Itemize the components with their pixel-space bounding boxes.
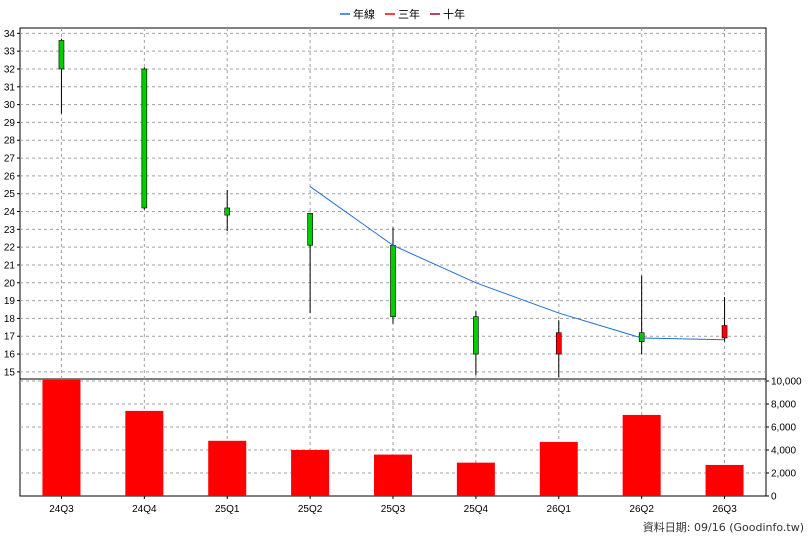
legend: 年線 三年 十年: [340, 7, 465, 21]
volume-tick-label: 4,000: [771, 446, 796, 457]
volume-tick-label: 0: [771, 492, 777, 503]
volume-tick-label: 8,000: [771, 400, 796, 411]
volume-bar: [622, 414, 661, 496]
price-tick-label: 17: [4, 332, 16, 343]
candle-body: [473, 316, 479, 355]
price-axis: 15 16 17 18 19 20 21 22 23 24 25 26 27 28 29 30 31 32 33 34: [4, 29, 20, 378]
price-tick-label: 30: [4, 100, 16, 111]
price-tick-label: 31: [4, 82, 16, 93]
x-tick-label: 25Q2: [298, 504, 323, 515]
price-tick-label: 15: [4, 367, 16, 378]
volume-tick-label: 6,000: [771, 423, 796, 434]
candle-body: [390, 245, 396, 317]
volume-bar: [539, 441, 578, 496]
price-tick-label: 16: [4, 350, 16, 361]
candle-body: [555, 332, 562, 355]
price-tick-label: 25: [4, 189, 16, 200]
volume-bar: [125, 410, 164, 496]
x-tick-label: 25Q4: [464, 504, 489, 515]
x-tick-label: 26Q3: [712, 504, 737, 515]
x-tick-label: 24Q3: [49, 504, 74, 515]
price-tick-label: 28: [4, 136, 16, 147]
price-tick-label: 18: [4, 314, 16, 325]
price-tick-label: 23: [4, 225, 16, 236]
x-tick-label: 26Q1: [547, 504, 572, 515]
candle-body: [224, 207, 231, 216]
price-tick-label: 26: [4, 171, 16, 182]
price-tick-label: 20: [4, 278, 16, 289]
volume-tick-label: 10,000: [771, 377, 802, 388]
candlesticks: [58, 38, 728, 378]
candle-body: [307, 212, 313, 246]
price-tick-label: 32: [4, 64, 16, 75]
volume-bars: [42, 379, 744, 496]
data-date-credit: 資料日期: 09/16 (Goodinfo.tw): [643, 520, 804, 534]
price-tick-label: 33: [4, 47, 16, 58]
volume-bar: [291, 450, 330, 496]
legend-label: 年線: [353, 7, 375, 21]
price-tick-label: 27: [4, 154, 16, 165]
x-tick-label: 24Q4: [132, 504, 157, 515]
price-tick-label: 34: [4, 29, 16, 40]
price-tick-label: 29: [4, 118, 16, 129]
price-tick-label: 19: [4, 296, 16, 307]
candle-body: [58, 40, 65, 70]
volume-bar: [208, 440, 247, 496]
volume-bar: [456, 462, 495, 496]
annual-line: [309, 186, 725, 341]
legend-label: 三年: [398, 7, 420, 21]
x-axis: 24Q3 24Q4 25Q1 25Q2 25Q3 25Q4 26Q1 26Q2 26Q3: [49, 496, 737, 515]
price-tick-label: 22: [4, 243, 16, 254]
candle-body: [141, 68, 148, 209]
candle-body: [721, 325, 728, 339]
volume-bar: [42, 379, 81, 496]
volume-bar: [705, 464, 744, 496]
legend-label: 十年: [443, 7, 465, 21]
volume-axis: 0 2,000 4,000 6,000 8,000 10,000: [766, 377, 802, 503]
price-tick-label: 21: [4, 260, 16, 271]
x-tick-label: 26Q2: [629, 504, 654, 515]
annual-line-series: [309, 186, 725, 341]
x-tick-label: 25Q1: [215, 504, 240, 515]
volume-bar: [374, 454, 412, 496]
price-tick-label: 24: [4, 207, 16, 218]
volume-tick-label: 2,000: [771, 469, 796, 480]
x-tick-label: 25Q3: [381, 504, 406, 515]
